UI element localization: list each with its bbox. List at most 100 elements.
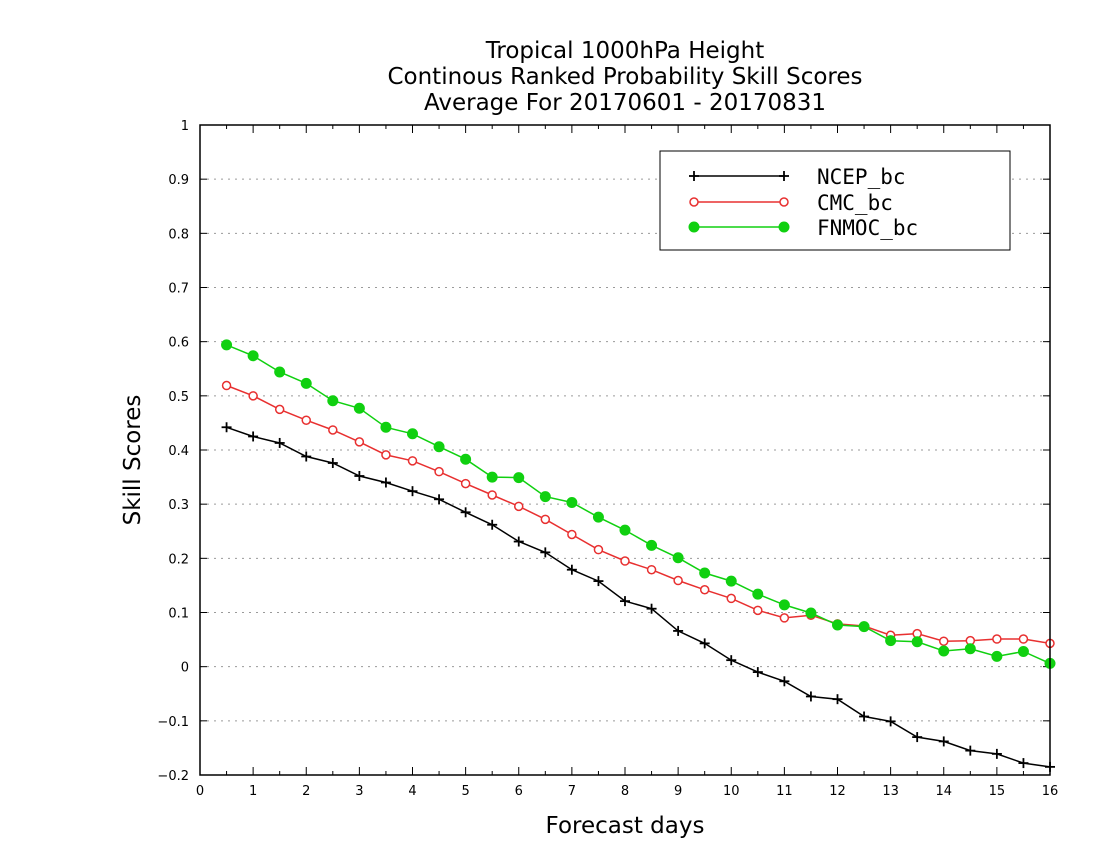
y-tick-label: 0	[181, 661, 189, 676]
x-tick-label: 7	[568, 784, 576, 799]
data-point-cmc-bc	[726, 593, 736, 604]
data-point-ncep-bc	[912, 732, 923, 743]
data-point-fnmoc-bc	[911, 636, 923, 648]
data-point-ncep-bc	[673, 625, 684, 636]
data-point-ncep-bc	[513, 536, 524, 547]
x-tick-label: 15	[989, 784, 1006, 799]
data-point-fnmoc-bc	[699, 567, 711, 579]
data-point-ncep-bc	[779, 676, 790, 687]
y-tick-label: 0.5	[168, 390, 189, 405]
data-point-ncep-bc	[620, 596, 630, 607]
x-tick-label: 16	[1042, 784, 1059, 799]
data-point-fnmoc-bc	[672, 552, 684, 564]
data-point-fnmoc-bc	[247, 350, 259, 362]
legend-label-cmc-bc: CMC_bc	[817, 191, 893, 215]
data-point-fnmoc-bc	[513, 472, 525, 484]
data-point-ncep-bc	[460, 507, 471, 518]
data-point-cmc-bc	[434, 466, 444, 477]
data-point-fnmoc-bc	[353, 402, 365, 414]
y-tick-label: 0.2	[168, 552, 189, 567]
data-point-fnmoc-bc	[327, 395, 339, 407]
data-point-cmc-bc	[354, 437, 365, 447]
chart-title-line-2: Continous Ranked Probability Skill Score…	[387, 64, 862, 90]
data-point-fnmoc-bc	[300, 377, 312, 389]
data-point-fnmoc-bc	[407, 428, 418, 440]
x-tick-label: 13	[882, 784, 899, 799]
data-point-cmc-bc	[328, 425, 338, 435]
data-point-fnmoc-bc	[805, 607, 817, 619]
data-point-ncep-bc	[327, 458, 338, 468]
data-point-cmc-bc	[779, 613, 790, 623]
data-point-ncep-bc	[965, 745, 976, 756]
data-point-cmc-bc	[567, 529, 577, 540]
y-tick-label: 0.1	[168, 607, 189, 622]
data-point-ncep-bc	[646, 603, 657, 614]
legend-item-fnmoc-bc: FNMOC_bc	[688, 216, 918, 240]
x-tick-label: 0	[196, 784, 204, 799]
data-point-ncep-bc	[938, 736, 949, 747]
y-tick-label: 1	[181, 119, 189, 134]
x-tick-label: 5	[461, 784, 469, 799]
data-point-fnmoc-bc	[433, 441, 445, 453]
data-point-fnmoc-bc	[964, 643, 976, 655]
data-point-cmc-bc	[514, 501, 524, 512]
y-tick-label: 0.8	[168, 227, 189, 242]
data-point-fnmoc-bc	[1017, 646, 1029, 657]
data-point-cmc-bc	[540, 514, 551, 525]
y-tick-label: −0.2	[157, 769, 189, 784]
data-point-ncep-bc	[248, 431, 259, 442]
data-point-fnmoc-bc	[646, 539, 658, 551]
x-tick-label: 2	[302, 784, 310, 799]
plot-frame	[199, 124, 1051, 776]
data-point-cmc-bc	[381, 450, 391, 460]
y-tick-label: 0.7	[168, 282, 189, 297]
data-point-ncep-bc	[434, 494, 445, 505]
data-point-fnmoc-bc	[832, 619, 843, 631]
data-point-ncep-bc	[1018, 758, 1029, 769]
data-point-fnmoc-bc	[778, 599, 790, 611]
data-point-ncep-bc	[354, 471, 365, 481]
y-tick-label: −0.1	[157, 715, 189, 730]
y-tick-label: 0.4	[168, 444, 189, 459]
data-point-fnmoc-bc	[486, 471, 498, 483]
data-point-fnmoc-bc	[274, 366, 286, 378]
data-point-ncep-bc	[859, 711, 870, 722]
data-point-ncep-bc	[593, 576, 604, 587]
data-point-cmc-bc	[673, 575, 683, 586]
series-fnmoc-bc	[221, 339, 1056, 669]
data-point-fnmoc-bc	[725, 575, 737, 587]
data-point-ncep-bc	[805, 691, 816, 702]
x-tick-label: 12	[829, 784, 846, 799]
data-point-fnmoc-bc	[380, 421, 392, 433]
data-point-ncep-bc	[380, 477, 391, 488]
series-layer	[221, 339, 1056, 772]
y-tick-label: 0.9	[168, 173, 189, 188]
data-point-ncep-bc	[274, 437, 285, 448]
data-point-cmc-bc	[620, 556, 630, 566]
data-point-cmc-bc	[939, 636, 949, 646]
data-point-cmc-bc	[407, 456, 418, 466]
data-point-cmc-bc	[248, 391, 258, 401]
data-point-ncep-bc	[487, 519, 498, 530]
data-point-fnmoc-bc	[938, 645, 950, 657]
x-tick-label: 1	[249, 784, 257, 799]
chart-title-line-1: Tropical 1000hPa Height	[485, 38, 765, 64]
data-point-fnmoc-bc	[592, 511, 604, 523]
x-tick-label: 4	[408, 784, 416, 799]
data-point-cmc-bc	[646, 564, 657, 575]
legend-item-cmc-bc: CMC_bc	[689, 191, 893, 215]
legend-marker	[778, 221, 790, 233]
series-ncep-bc	[221, 422, 1055, 772]
data-point-ncep-bc	[885, 716, 896, 727]
axis-ticks: −0.2−0.100.10.20.30.40.50.60.70.80.910 1 2…	[157, 119, 1058, 799]
data-point-ncep-bc	[832, 694, 843, 705]
data-point-cmc-bc	[1018, 634, 1029, 644]
x-tick-label: 9	[674, 784, 682, 799]
data-point-cmc-bc	[487, 490, 497, 500]
data-point-cmc-bc	[301, 415, 311, 425]
data-point-cmc-bc	[221, 380, 232, 391]
y-tick-label: 0.6	[168, 336, 189, 351]
